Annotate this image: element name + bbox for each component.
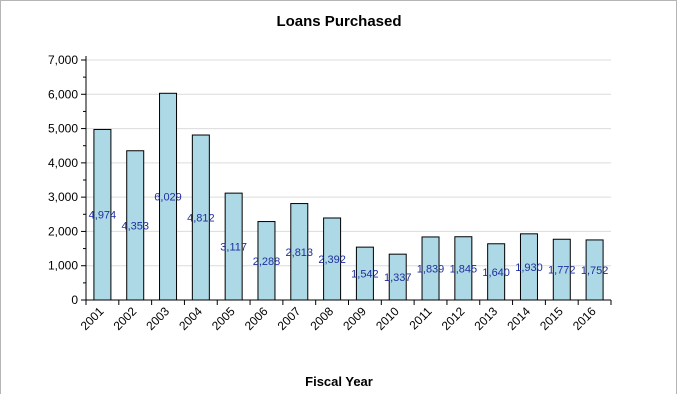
y-tick-label: 4,000 xyxy=(48,156,78,170)
y-tick-label: 2,000 xyxy=(48,224,78,238)
data-label-2002: 4,353 xyxy=(121,220,149,232)
x-tick-label-2006: 2006 xyxy=(242,304,271,333)
x-tick-label-2011: 2011 xyxy=(407,304,435,332)
data-label-2012: 1,845 xyxy=(450,263,478,275)
data-labels: 4,974 4,353 6,029 4,812 3,117 2,288 2,813 2,392… xyxy=(89,192,609,284)
x-tick-label-2014: 2014 xyxy=(504,304,533,333)
data-label-2008: 2,392 xyxy=(318,254,346,266)
data-label-2013: 1,640 xyxy=(482,267,510,279)
x-tick-label-2003: 2003 xyxy=(143,304,172,333)
x-tick-label-2012: 2012 xyxy=(439,304,468,333)
data-label-2016: 1,752 xyxy=(581,265,609,277)
data-label-2011: 1,839 xyxy=(417,263,445,275)
data-label-2003: 6,029 xyxy=(154,192,182,204)
x-axis-label: Fiscal Year xyxy=(305,374,373,389)
x-tick-label-2001: 2001 xyxy=(78,304,107,333)
data-label-2001: 4,974 xyxy=(89,210,117,222)
data-label-2010: 1,337 xyxy=(384,272,412,284)
data-label-2009: 1,542 xyxy=(351,269,379,281)
x-tick-label-2007: 2007 xyxy=(275,304,304,333)
x-tick-label-2015: 2015 xyxy=(537,304,566,333)
x-tick-label-2010: 2010 xyxy=(373,304,402,333)
x-tick-label-2009: 2009 xyxy=(340,304,369,333)
x-tick-label-2004: 2004 xyxy=(176,304,205,333)
x-tick-label-2008: 2008 xyxy=(307,304,336,333)
axes xyxy=(81,56,612,305)
y-tick-label: 0 xyxy=(71,293,78,307)
data-label-2015: 1,772 xyxy=(548,265,576,277)
y-tick-label: 7,000 xyxy=(48,53,78,67)
data-label-2007: 2,813 xyxy=(286,247,314,259)
x-tick-labels: 2001 2002 2003 2004 2005 2006 2007 2008 2009 2010… xyxy=(78,304,599,333)
y-tick-label: 5,000 xyxy=(48,122,78,136)
y-tick-label: 6,000 xyxy=(48,87,78,101)
bars xyxy=(93,92,604,301)
y-tick-label: 1,000 xyxy=(48,259,78,273)
y-tick-label: 3,000 xyxy=(48,190,78,204)
data-label-2006: 2,288 xyxy=(253,256,281,268)
data-label-2004: 4,812 xyxy=(187,213,215,225)
x-tick-label-2005: 2005 xyxy=(209,304,238,333)
x-tick-label-2013: 2013 xyxy=(471,304,500,333)
chart-title: Loans Purchased xyxy=(276,13,402,30)
data-label-2005: 3,117 xyxy=(220,242,247,254)
data-label-2014: 1,930 xyxy=(515,262,543,274)
x-tick-label-2016: 2016 xyxy=(570,304,599,333)
y-tick-labels: 0 1,000 2,000 3,000 4,000 5,000 6,000 7,000 xyxy=(48,53,78,307)
x-tick-label-2002: 2002 xyxy=(111,304,140,333)
